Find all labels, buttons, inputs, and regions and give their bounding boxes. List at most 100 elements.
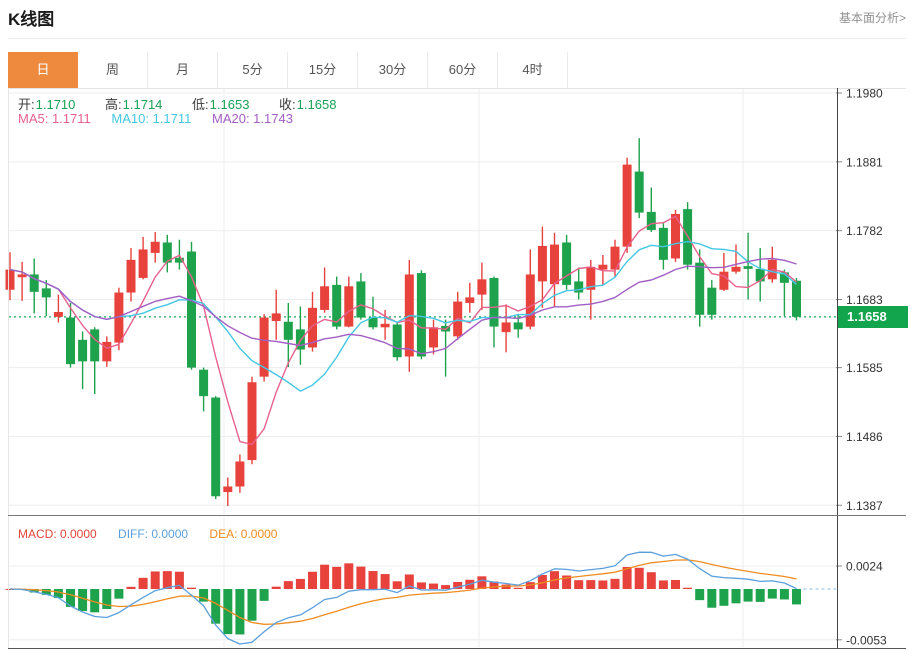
ma-legend: MA5: 1.1711 MA10: 1.1711 MA20: 1.1743	[18, 111, 306, 126]
candle-body	[126, 259, 136, 293]
macd-bar	[247, 589, 257, 621]
dea-value-legend: DEA: 0.0000	[209, 527, 278, 541]
candle-body	[465, 297, 475, 303]
candle-body	[743, 266, 753, 269]
tab-60分[interactable]: 60分	[428, 52, 498, 88]
candle-body	[320, 286, 330, 310]
macd-bar	[223, 589, 233, 635]
candle-body	[489, 277, 499, 327]
macd-bar	[308, 571, 317, 589]
y-axis-tick-label: 1.1782	[846, 224, 883, 238]
macd-bar	[271, 586, 281, 589]
macd-bar	[332, 566, 342, 589]
candle-body	[501, 322, 511, 333]
candle-body	[586, 266, 596, 290]
dea-line	[9, 559, 797, 625]
candle-body	[658, 227, 668, 260]
tab-4时[interactable]: 4时	[498, 52, 568, 88]
macd-value-legend: MACD: 0.0000	[18, 527, 97, 541]
candle-wick	[783, 269, 786, 317]
tab-日[interactable]: 日	[8, 52, 78, 88]
y-axis-tick-label: 1.1387	[846, 499, 883, 513]
candle-body	[707, 287, 717, 315]
tab-5分[interactable]: 5分	[218, 52, 288, 88]
candle-body	[525, 274, 535, 327]
macd-bar	[53, 589, 63, 599]
current-price-tag: 1.1658	[838, 306, 908, 328]
macd-bar	[344, 563, 354, 589]
macd-bar	[562, 575, 572, 589]
macd-bar	[513, 587, 523, 589]
candles-layer	[5, 138, 801, 506]
candle-body	[416, 273, 426, 357]
macd-bar	[150, 571, 160, 589]
macd-bar	[634, 567, 644, 589]
fundamental-analysis-link[interactable]: 基本面分析>	[838, 11, 906, 25]
macd-bar	[211, 589, 221, 624]
candle-body	[150, 241, 160, 253]
macd-bar	[187, 587, 196, 589]
macd-bar	[126, 586, 136, 589]
ma10-legend: MA10: 1.1711	[111, 111, 192, 126]
tab-15分[interactable]: 15分	[288, 52, 358, 88]
candle-body	[380, 323, 390, 328]
y-axis-tick-label: 1.1486	[846, 430, 883, 444]
macd-bar	[598, 580, 608, 589]
page-title: K线图	[8, 10, 55, 29]
ma20-line	[9, 257, 797, 355]
macd-bar	[767, 589, 777, 599]
candle-wick	[21, 261, 23, 301]
macd-bar	[610, 578, 620, 589]
candle-body	[102, 341, 112, 362]
macd-bar	[658, 580, 668, 589]
candle-body	[235, 461, 245, 487]
macd-bar	[441, 585, 451, 589]
macd-axis-tick-label: 0.0024	[846, 560, 883, 574]
candle-body	[513, 322, 523, 330]
candle-body	[247, 382, 257, 461]
open-value: 1.1710	[35, 97, 76, 112]
high-label: 高:	[105, 97, 122, 112]
ma5-line	[9, 215, 797, 446]
tab-30分[interactable]: 30分	[358, 52, 428, 88]
macd-bar	[683, 587, 693, 589]
macd-bar	[671, 579, 680, 589]
macd-bar	[743, 589, 753, 602]
macd-bar	[755, 589, 765, 602]
low-value: 1.1653	[209, 97, 250, 112]
macd-bar	[429, 583, 438, 589]
candle-body	[223, 486, 233, 493]
y-axis-tick-label: 1.1881	[846, 155, 883, 169]
y-axis-tick-label: 1.1585	[846, 361, 883, 375]
candle-body	[695, 262, 705, 315]
candle-body	[5, 269, 15, 290]
candle-body	[574, 281, 584, 293]
candle-body	[719, 271, 729, 290]
macd-bar	[719, 589, 729, 606]
macd-bar	[380, 574, 390, 589]
macd-bar	[574, 580, 584, 589]
candle-body	[199, 369, 209, 397]
macd-histogram	[5, 563, 801, 635]
candle-body	[271, 313, 281, 322]
macd-bar	[235, 589, 245, 635]
macd-bar	[707, 589, 717, 608]
macd-bar	[404, 574, 414, 589]
macd-bar	[138, 577, 148, 589]
candle-body	[29, 274, 39, 292]
macd-bar	[646, 572, 656, 589]
macd-bar	[320, 564, 330, 589]
tab-周[interactable]: 周	[78, 52, 148, 88]
candle-body	[344, 286, 354, 327]
candle-body	[90, 329, 100, 362]
macd-bar	[90, 589, 100, 613]
high-value: 1.1714	[122, 97, 163, 112]
macd-bar	[477, 576, 487, 589]
candle-body	[332, 284, 342, 327]
candle-body	[138, 249, 148, 278]
open-label: 开:	[18, 97, 35, 112]
candle-body	[671, 213, 680, 259]
tab-月[interactable]: 月	[148, 52, 218, 88]
